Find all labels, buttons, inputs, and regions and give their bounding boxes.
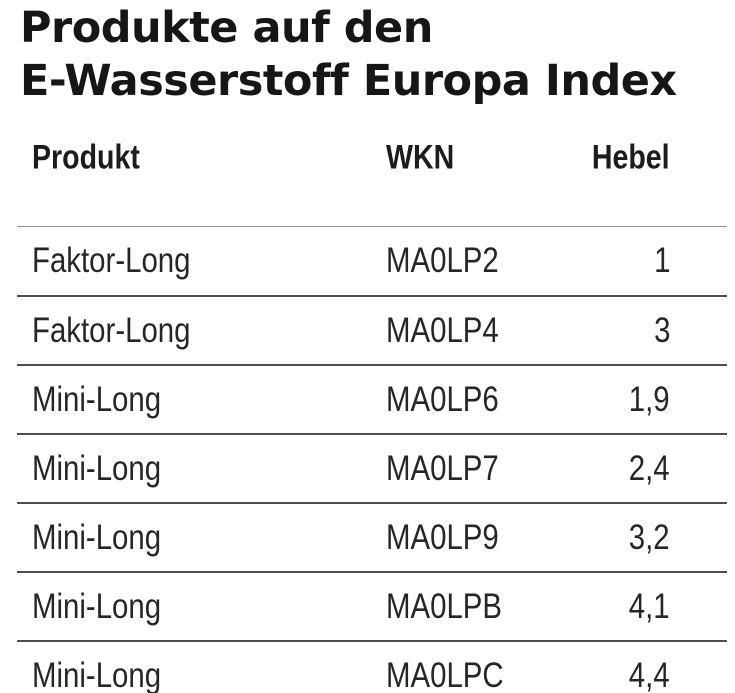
produkt-cell: Mini-Long bbox=[32, 655, 162, 693]
wkn-cell: MA0LPB bbox=[386, 586, 503, 626]
produkt-cell: Mini-Long bbox=[32, 448, 162, 488]
column-header-produkt: Produkt bbox=[32, 138, 140, 177]
hebel-cell: 2,4 bbox=[629, 448, 670, 488]
wkn-cell: MA0LP7 bbox=[386, 448, 499, 488]
table-row: Mini-Long MA0LP6 1,9 bbox=[17, 364, 727, 433]
table-row: Mini-Long MA0LPB 4,1 bbox=[17, 571, 727, 640]
produkt-cell: Mini-Long bbox=[32, 586, 162, 626]
produkt-cell: Faktor-Long bbox=[32, 241, 191, 280]
hebel-cell: 1 bbox=[653, 241, 670, 280]
produkt-cell: Mini-Long bbox=[32, 517, 162, 557]
table-row: Faktor-Long MA0LP2 1 bbox=[17, 226, 727, 295]
hebel-cell: 4,1 bbox=[629, 586, 670, 626]
wkn-cell: MA0LP6 bbox=[386, 379, 499, 419]
wkn-cell: MA0LP9 bbox=[386, 517, 499, 557]
hebel-cell: 4,4 bbox=[629, 655, 670, 693]
table-row: Mini-Long MA0LP9 3,2 bbox=[17, 502, 727, 571]
wkn-cell: MA0LPC bbox=[386, 655, 504, 693]
wkn-cell: MA0LP4 bbox=[386, 310, 499, 350]
table-row: Mini-Long MA0LPC 4,4 bbox=[17, 640, 727, 693]
produkt-cell: Mini-Long bbox=[32, 379, 162, 419]
column-header-hebel: Hebel bbox=[592, 138, 670, 177]
hebel-cell: 3 bbox=[653, 310, 670, 350]
table-row: Faktor-Long MA0LP4 3 bbox=[17, 295, 727, 364]
wkn-cell: MA0LP2 bbox=[386, 241, 499, 280]
page-title-line2: E-Wasserstoff Europa Index bbox=[20, 56, 677, 106]
hebel-cell: 1,9 bbox=[629, 379, 670, 419]
page-title-line1: Produkte auf den bbox=[20, 3, 433, 53]
produkt-cell: Faktor-Long bbox=[32, 310, 191, 350]
table-row: Mini-Long MA0LP7 2,4 bbox=[17, 433, 727, 502]
table-body: Faktor-Long MA0LP2 1 Faktor-Long MA0LP4 … bbox=[17, 226, 727, 693]
column-header-wkn: WKN bbox=[386, 138, 455, 177]
table-header-row: Produkt WKN Hebel bbox=[17, 138, 727, 177]
page-title: Produkte auf den E-Wasserstoff Europa In… bbox=[20, 2, 677, 108]
hebel-cell: 3,2 bbox=[629, 517, 670, 557]
